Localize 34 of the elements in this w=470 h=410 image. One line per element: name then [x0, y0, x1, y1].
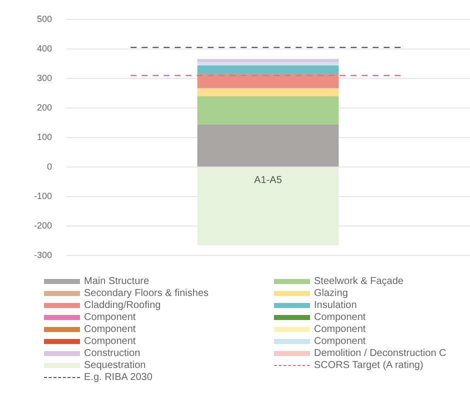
- bar: [197, 96, 339, 124]
- legend-label: Component: [314, 324, 366, 334]
- legend-label: Glazing: [314, 288, 348, 298]
- legend-label: Construction: [84, 348, 140, 358]
- y-tick-label: 500: [36, 14, 52, 24]
- legend-label: E.g. RIBA 2030: [84, 372, 152, 382]
- legend-label: Cladding/Roofing: [84, 300, 161, 310]
- bar: [197, 58, 339, 62]
- y-tick-label: -300: [34, 250, 52, 260]
- bar: [197, 88, 339, 96]
- legend-label: Sequestration: [84, 360, 146, 370]
- legend-label: Component: [84, 336, 136, 346]
- legend-label: Secondary Floors & finishes: [84, 288, 209, 298]
- bar: [197, 124, 339, 167]
- bar: [197, 62, 339, 66]
- legend-label: Component: [84, 324, 136, 334]
- x-tick-label: A1-A5: [254, 174, 282, 186]
- y-tick-label: 0: [47, 162, 52, 172]
- legend-label: Main Structure: [84, 276, 150, 286]
- legend-label: Demolition / Deconstruction C: [314, 348, 446, 358]
- y-tick-label: 100: [36, 132, 52, 142]
- bar: [197, 74, 339, 88]
- bar: [197, 65, 339, 74]
- y-tick-label: -200: [34, 220, 52, 231]
- legend-label: Insulation: [314, 300, 357, 310]
- legend-label: Component: [84, 312, 136, 322]
- y-tick-label: 200: [36, 102, 52, 112]
- legend-label: Component: [314, 312, 366, 322]
- legend-label: SCORS Target (A rating): [314, 360, 424, 370]
- y-tick-label: 400: [36, 43, 52, 54]
- y-tick-label: -100: [34, 191, 52, 202]
- legend-label: Component: [314, 336, 366, 346]
- y-tick-label: 300: [36, 72, 52, 83]
- legend-label: Steelwork & Façade: [314, 276, 404, 286]
